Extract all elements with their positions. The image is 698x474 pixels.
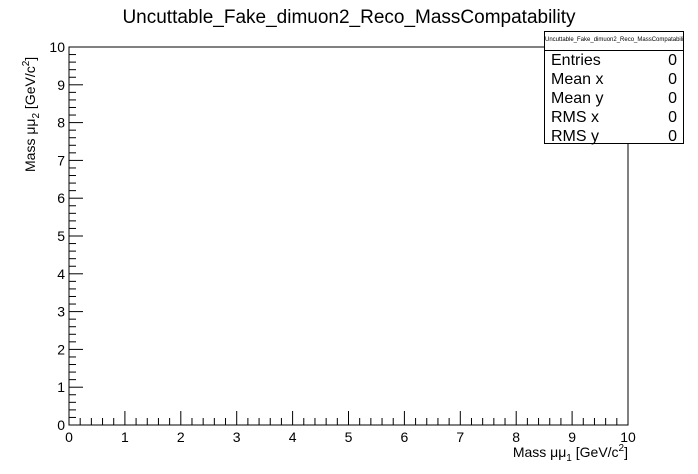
stats-row-mean-x: Mean x 0 [551,70,677,89]
x-tick-label: 10 [620,429,636,445]
x-axis: 0 1 2 3 4 5 6 7 8 9 10 [65,411,636,445]
y-tick-label: 0 [57,417,65,433]
x-tick-label: 1 [121,429,129,445]
x-tick-label: 6 [401,429,409,445]
stats-label: Mean y [551,90,604,107]
y-tick-label: 6 [57,190,65,206]
stats-label: RMS x [551,109,599,126]
y-tick-label: 9 [57,77,65,93]
x-axis-label: Mass μμ1 [GeV/c2] [513,443,628,464]
y-axis: 0 1 2 3 4 5 6 7 8 9 10 [49,39,83,433]
stats-value: 0 [668,71,677,88]
y-tick-label: 7 [57,152,65,168]
stats-value: 0 [668,109,677,126]
x-tick-label: 3 [233,429,241,445]
stats-label: Mean x [551,71,604,88]
stats-label: Entries [551,52,601,69]
stats-value: 0 [668,90,677,107]
y-axis-label: Mass μμ2 [GeV/c2] [21,57,42,172]
x-tick-label: 8 [512,429,520,445]
y-tick-label: 4 [57,266,65,282]
stats-row-rms-x: RMS x 0 [551,108,677,127]
y-tick-label: 3 [57,304,65,320]
x-tick-label: 2 [177,429,185,445]
y-tick-label: 1 [57,379,65,395]
stats-value: 0 [668,52,677,69]
x-tick-label: 4 [289,429,297,445]
y-tick-label: 2 [57,341,65,357]
x-tick-label: 7 [456,429,464,445]
stats-row-mean-y: Mean y 0 [551,89,677,108]
stats-label: RMS y [551,128,599,145]
chart-title: Uncuttable_Fake_dimuon2_Reco_MassCompata… [122,7,576,28]
x-tick-label: 0 [65,429,73,445]
x-tick-label: 9 [568,429,576,445]
stats-row-entries: Entries 0 [551,51,677,70]
stats-row-rms-y: RMS y 0 [551,127,677,146]
y-tick-label: 8 [57,115,65,131]
stats-box: Uncuttable_Fake_dimuon2_Reco_MassCompata… [544,31,684,146]
y-tick-label: 10 [49,39,65,55]
x-tick-label: 5 [345,429,353,445]
y-tick-label: 5 [57,228,65,244]
stats-box-title: Uncuttable_Fake_dimuon2_Reco_MassCompata… [545,32,683,51]
stats-value: 0 [668,128,677,145]
